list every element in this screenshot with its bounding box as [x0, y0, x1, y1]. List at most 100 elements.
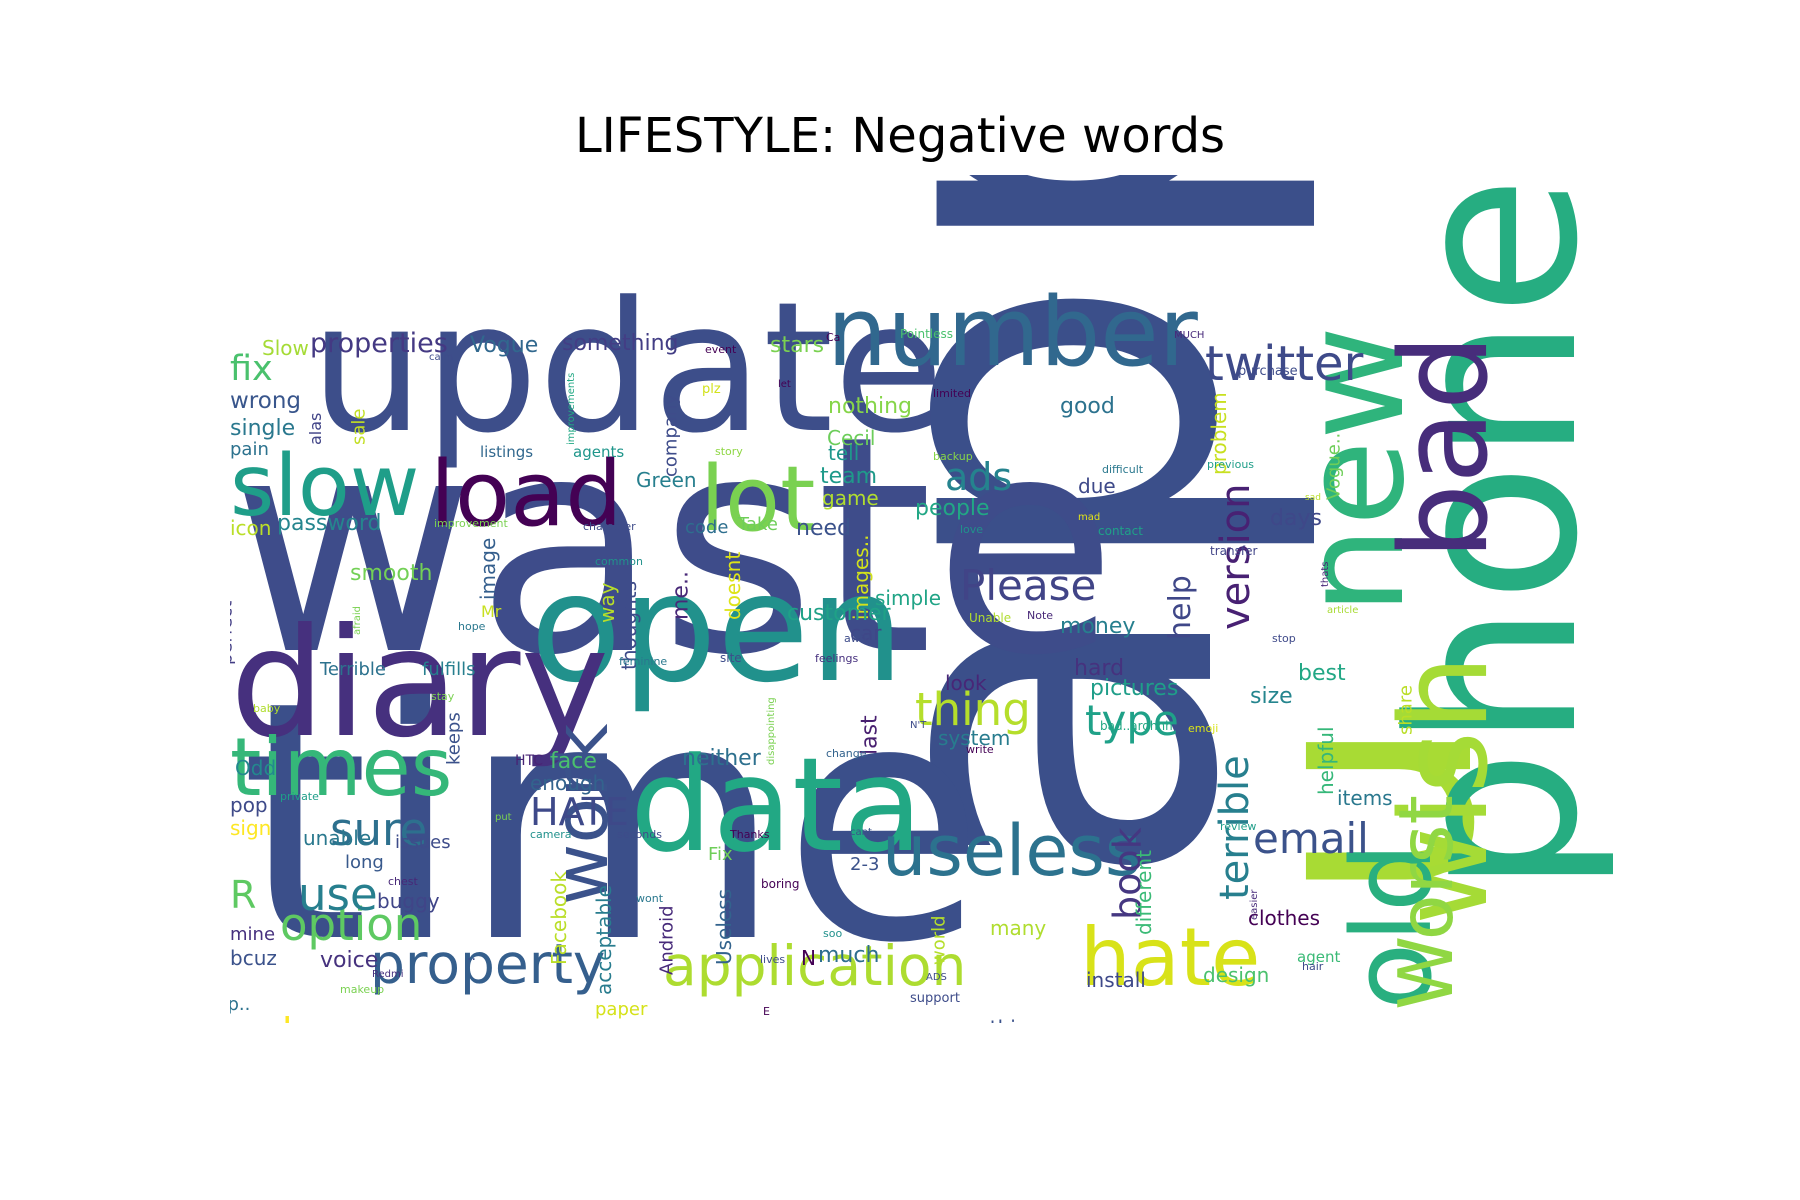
word-cloud-word: use	[298, 868, 378, 921]
word-cloud-word: images..	[849, 535, 873, 620]
word-cloud-word: write	[966, 743, 994, 756]
word-cloud-word: company	[660, 394, 681, 477]
word-cloud-word: limited	[933, 387, 971, 400]
word-cloud-word: smooth	[350, 561, 432, 586]
word-cloud-word: fix	[230, 349, 273, 389]
word-cloud-word: slow	[230, 437, 419, 536]
word-cloud-word: keeps	[443, 712, 464, 765]
word-cloud-word: doesnt	[721, 552, 745, 620]
word-cloud-word: car	[850, 621, 882, 645]
word-cloud-word: me..	[669, 571, 694, 620]
word-cloud-word: enough	[530, 771, 605, 795]
word-cloud-word: email	[1253, 814, 1369, 863]
word-cloud-word: Unable	[969, 611, 1011, 625]
word-cloud-canvas: apptimewasteupdateuphonenewwishbadopendi…	[230, 175, 1613, 1023]
word-cloud-word: data	[630, 729, 923, 881]
word-cloud-word: E	[763, 1005, 770, 1018]
word-cloud-word: Redmi	[372, 969, 404, 980]
word-cloud-word: icon	[230, 516, 271, 540]
word-cloud-word: listings	[480, 443, 533, 461]
word-cloud-word: private	[280, 790, 319, 803]
word-cloud-word: put	[495, 812, 512, 823]
word-cloud-word: calm	[429, 352, 453, 363]
chart-title: LIFESTYLE: Negative words	[574, 108, 1226, 164]
word-cloud-word: issues	[395, 832, 451, 853]
word-cloud-word: stars	[770, 333, 824, 358]
word-cloud-word: terrible	[1212, 755, 1258, 900]
word-cloud-word: waste	[230, 372, 1118, 721]
word-cloud-word: twitter	[1205, 336, 1364, 392]
word-cloud-word: lot	[700, 447, 815, 552]
word-cloud-word: sale	[348, 409, 369, 445]
word-cloud-word: pop	[230, 793, 268, 817]
word-cloud-word: system	[938, 726, 1010, 750]
word-cloud-word: easier	[1249, 889, 1260, 920]
word-cloud-word: Terrible	[319, 659, 386, 680]
word-cloud-word: phone	[1362, 175, 1613, 895]
word-cloud-word: soo	[823, 927, 842, 940]
word-cloud-word: sad	[1305, 493, 1321, 503]
word-cloud-word: Please	[960, 561, 1096, 610]
word-cloud-word: Cecil	[827, 426, 875, 450]
word-cloud-word: install	[1086, 968, 1146, 992]
word-cloud-word: Vogue..	[1323, 433, 1344, 500]
word-cloud-word: boring	[761, 877, 799, 891]
word-cloud-word: plz	[702, 382, 721, 397]
word-cloud-word: improvements	[566, 373, 577, 445]
word-cloud-word: look	[945, 671, 987, 695]
word-cloud-word: tell	[828, 441, 859, 465]
word-cloud-word: ADS	[926, 972, 947, 983]
word-cloud-word: fulfills	[422, 659, 475, 680]
word-cloud-word: contact	[1098, 524, 1143, 538]
word-cloud-word: feminine	[619, 655, 667, 668]
word-cloud-word: bad	[1376, 334, 1515, 560]
word-cloud-word: story	[715, 445, 743, 458]
word-cloud-word: password	[277, 511, 381, 536]
word-cloud-word: feelings	[815, 652, 858, 665]
word-cloud-word: app..	[230, 994, 250, 1015]
word-cloud-word: way	[595, 582, 619, 623]
word-cloud-word: wont	[636, 892, 664, 905]
word-cloud-word: character	[583, 520, 636, 533]
word-cloud-word: love	[960, 523, 983, 536]
word-cloud-word: problem	[1207, 392, 1231, 475]
word-cloud-word: thing	[915, 683, 1031, 736]
word-cloud-word: items	[1337, 786, 1393, 810]
word-cloud-word: disappointing	[766, 697, 777, 765]
word-cloud-word: different	[1132, 850, 1156, 935]
word-cloud-word: camera	[530, 828, 572, 841]
word-cloud-word: agents	[573, 443, 624, 461]
word-cloud-word: makeup	[340, 983, 384, 996]
word-cloud-word: stay	[431, 690, 455, 703]
word-cloud-word: alas	[306, 413, 325, 445]
word-cloud-word: article	[1327, 605, 1358, 616]
word-cloud-word: money	[1060, 614, 1135, 639]
word-cloud-word: book	[1105, 827, 1149, 920]
word-cloud-word: load	[430, 442, 622, 547]
word-cloud-word: customer	[787, 601, 892, 626]
word-cloud-word: change	[826, 747, 867, 760]
word-cloud-word: mad	[1078, 512, 1100, 523]
word-cloud-word: agent	[1297, 948, 1340, 966]
word-cloud-word: thats	[1320, 561, 1331, 587]
word-cloud-word: old	[1328, 842, 1456, 1010]
word-cloud-word: voice	[320, 948, 378, 973]
word-cloud-word: perfect	[230, 601, 236, 665]
word-cloud-word: sign	[230, 816, 271, 840]
word-cloud-word: type	[1085, 696, 1179, 745]
word-cloud-word: game	[822, 486, 879, 510]
word-cloud-word: hope	[458, 620, 486, 633]
word-cloud-word: previous	[1207, 458, 1254, 471]
word-cloud-word: sure	[330, 803, 427, 856]
word-cloud-word: Facebook	[547, 871, 571, 965]
word-cloud-word: hair	[1302, 960, 1324, 973]
word-cloud-word: ads	[945, 455, 1012, 499]
word-cloud-word: time	[240, 631, 986, 1015]
word-cloud-word: review	[1220, 820, 1256, 833]
word-cloud-word: share	[1395, 685, 1416, 735]
word-cloud-word: single	[230, 416, 295, 441]
word-cloud-word: anything	[953, 1016, 1041, 1023]
word-cloud-word: awful	[844, 632, 874, 645]
word-cloud-word: unable	[303, 826, 371, 850]
